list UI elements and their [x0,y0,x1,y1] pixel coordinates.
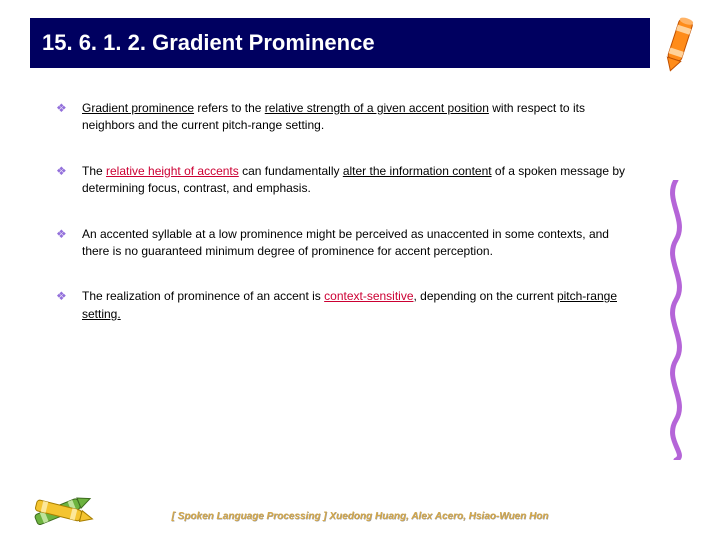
bullet-item: Gradient prominence refers to the relati… [56,100,626,135]
text-segment: can fundamentally [239,164,343,178]
bullet-text: The realization of prominence of an acce… [82,288,626,323]
bullet-text: Gradient prominence refers to the relati… [82,100,626,135]
slide-title: 15. 6. 1. 2. Gradient Prominence [42,30,375,56]
text-segment: context-sensitive [324,289,413,303]
text-segment: relative height of accents [106,164,239,178]
text-segment: The realization of prominence of an acce… [82,289,324,303]
title-bar: 15. 6. 1. 2. Gradient Prominence [30,18,650,68]
diamond-bullet-icon [56,166,66,176]
bullet-item: An accented syllable at a low prominence… [56,226,626,261]
squiggle-icon [662,180,690,460]
bullet-item: The relative height of accents can funda… [56,163,626,198]
crayons-icon [28,486,98,532]
text-segment: Gradient prominence [82,101,194,115]
text-segment: An accented syllable at a low prominence… [82,227,609,258]
text-segment: , depending on the current [414,289,557,303]
text-segment: alter the information content [343,164,492,178]
bullet-text: An accented syllable at a low prominence… [82,226,626,261]
diamond-bullet-icon [56,229,66,239]
footer-citation: [ Spoken Language Processing ] Xuedong H… [0,511,720,522]
bullet-list: Gradient prominence refers to the relati… [56,100,626,351]
text-segment: relative strength of a given accent posi… [265,101,489,115]
text-segment: The [82,164,106,178]
diamond-bullet-icon [56,103,66,113]
bullet-item: The realization of prominence of an acce… [56,288,626,323]
crayon-icon [656,14,702,74]
diamond-bullet-icon [56,291,66,301]
bullet-text: The relative height of accents can funda… [82,163,626,198]
text-segment: refers to the [194,101,265,115]
